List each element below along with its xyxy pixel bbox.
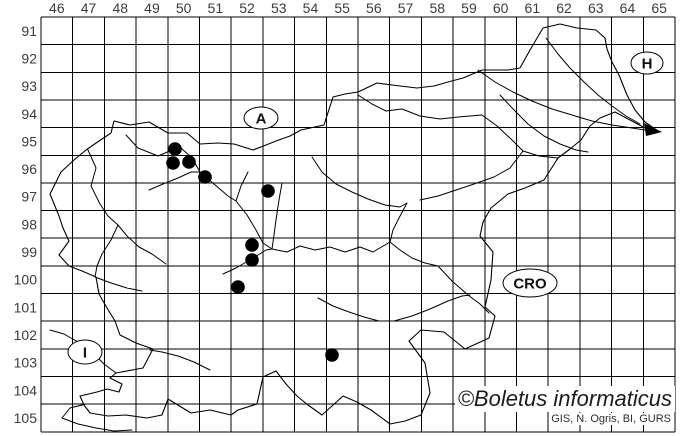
east-tip-marker bbox=[644, 123, 662, 136]
col-label: 61 bbox=[525, 0, 541, 16]
record-dot bbox=[166, 156, 180, 170]
col-label: 64 bbox=[620, 0, 636, 16]
col-label: 51 bbox=[208, 0, 224, 16]
col-label: 48 bbox=[112, 0, 128, 16]
record-dot bbox=[261, 184, 275, 198]
record-dot bbox=[231, 280, 245, 294]
col-label: 52 bbox=[239, 0, 255, 16]
col-label: 49 bbox=[144, 0, 160, 16]
row-label: 103 bbox=[14, 355, 38, 371]
record-dot bbox=[182, 155, 196, 169]
river-soca bbox=[87, 149, 119, 278]
river-krka bbox=[317, 294, 471, 322]
attribution-text: GIS, N. Ogris, BI, GURS bbox=[549, 413, 673, 425]
record-dot bbox=[245, 253, 259, 267]
col-label: 46 bbox=[49, 0, 65, 16]
row-label: 96 bbox=[21, 161, 37, 177]
col-label: 55 bbox=[334, 0, 350, 16]
river-croatian-coast bbox=[61, 403, 133, 432]
river-reka bbox=[149, 349, 211, 371]
country-border bbox=[49, 23, 659, 425]
col-label: 54 bbox=[303, 0, 319, 16]
row-label: 92 bbox=[21, 50, 37, 66]
country-ellipse-austria bbox=[243, 106, 279, 130]
row-label: 101 bbox=[14, 299, 38, 315]
river-sava-bohinjka bbox=[148, 171, 201, 191]
river-ledava bbox=[545, 37, 641, 125]
record-dot bbox=[325, 348, 339, 362]
row-label: 104 bbox=[14, 382, 38, 398]
col-label: 58 bbox=[429, 0, 445, 16]
country-label-croatia: CRO bbox=[513, 276, 547, 293]
record-dot bbox=[198, 170, 212, 184]
col-label: 47 bbox=[81, 0, 97, 16]
country-ellipse-italy bbox=[67, 339, 103, 365]
row-label: 99 bbox=[21, 244, 37, 260]
river-dravinja bbox=[419, 150, 524, 201]
watermark-text: ©Boletus informaticus bbox=[454, 386, 675, 412]
country-label-austria: A bbox=[256, 111, 267, 128]
col-label: 53 bbox=[271, 0, 287, 16]
col-label: 59 bbox=[461, 0, 477, 16]
record-dot bbox=[245, 238, 259, 252]
country-ellipse-hungary bbox=[630, 51, 664, 75]
river-drava bbox=[357, 94, 559, 159]
country-label-italy: I bbox=[83, 345, 87, 362]
row-label: 94 bbox=[21, 106, 37, 122]
record-dot bbox=[168, 142, 182, 156]
col-label: 62 bbox=[556, 0, 572, 16]
river-mura bbox=[477, 69, 653, 132]
river-kamniska-bistrica bbox=[271, 182, 283, 250]
row-label: 95 bbox=[21, 133, 37, 149]
col-label: 65 bbox=[651, 0, 667, 16]
col-label: 50 bbox=[176, 0, 192, 16]
col-label: 57 bbox=[398, 0, 414, 16]
row-label: 100 bbox=[14, 272, 38, 288]
river-scavnica bbox=[499, 94, 589, 153]
river-sava bbox=[199, 171, 490, 314]
col-label: 60 bbox=[493, 0, 509, 16]
row-label: 98 bbox=[21, 216, 37, 232]
river-savinja bbox=[311, 156, 408, 243]
col-label: 63 bbox=[588, 0, 604, 16]
river-idrijca bbox=[117, 224, 167, 265]
row-label: 105 bbox=[14, 410, 38, 426]
country-label-hungary: H bbox=[642, 56, 653, 73]
row-label: 97 bbox=[21, 189, 37, 205]
col-label: 56 bbox=[366, 0, 382, 16]
row-label: 102 bbox=[14, 327, 38, 343]
row-label: 93 bbox=[21, 78, 37, 94]
river-kokra bbox=[235, 171, 249, 202]
country-ellipse-croatia bbox=[502, 268, 558, 298]
row-label: 91 bbox=[21, 23, 37, 39]
river-vipava bbox=[94, 276, 143, 292]
